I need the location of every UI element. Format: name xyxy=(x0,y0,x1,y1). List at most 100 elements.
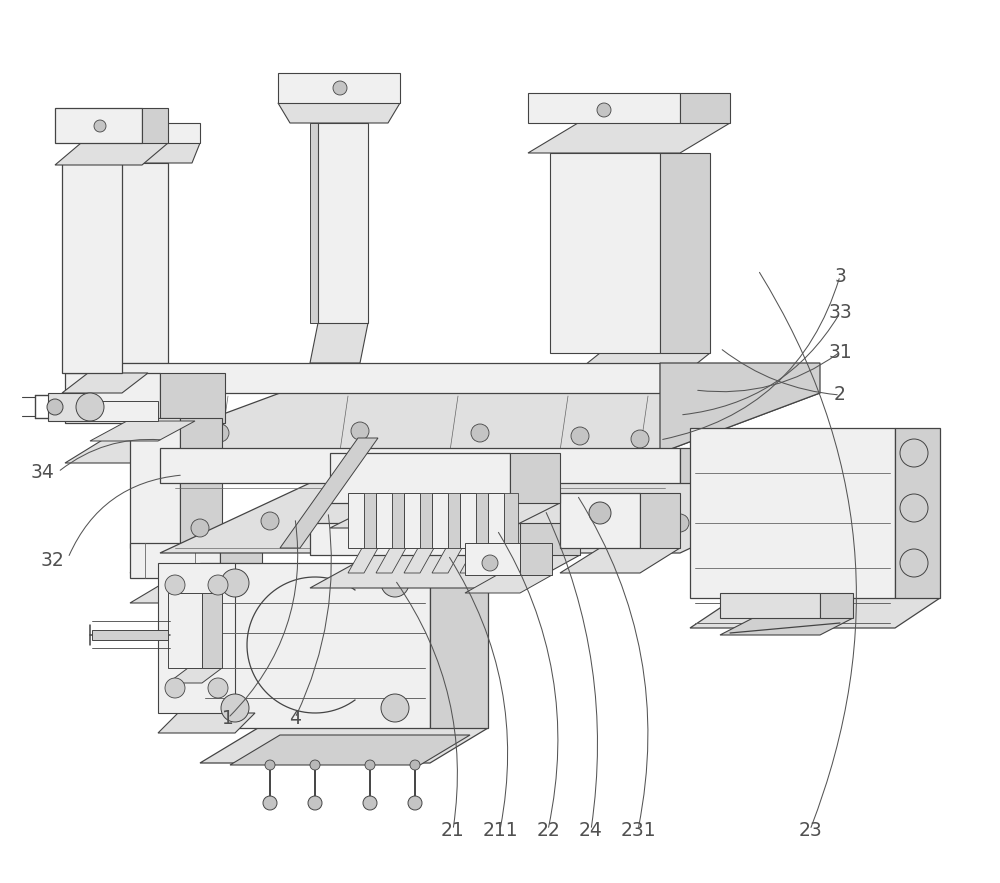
Text: 22: 22 xyxy=(536,820,560,840)
Polygon shape xyxy=(55,143,168,165)
Polygon shape xyxy=(160,448,680,483)
Polygon shape xyxy=(118,363,660,393)
Circle shape xyxy=(591,508,609,526)
Polygon shape xyxy=(476,493,490,548)
Circle shape xyxy=(137,129,149,141)
Circle shape xyxy=(471,424,489,442)
Text: 32: 32 xyxy=(40,550,64,570)
Polygon shape xyxy=(528,93,680,123)
Circle shape xyxy=(94,120,106,132)
Circle shape xyxy=(208,678,228,698)
Polygon shape xyxy=(158,563,235,713)
Polygon shape xyxy=(404,493,420,548)
Circle shape xyxy=(482,555,498,571)
Polygon shape xyxy=(376,548,406,573)
Polygon shape xyxy=(310,523,520,555)
Polygon shape xyxy=(180,418,222,548)
Text: 21: 21 xyxy=(441,820,465,840)
Polygon shape xyxy=(168,668,222,683)
Text: 33: 33 xyxy=(828,304,852,322)
Text: 34: 34 xyxy=(30,463,54,481)
Polygon shape xyxy=(510,453,560,503)
Polygon shape xyxy=(528,123,730,153)
Polygon shape xyxy=(200,563,430,728)
Circle shape xyxy=(900,549,928,577)
Polygon shape xyxy=(220,543,262,578)
Polygon shape xyxy=(55,108,142,143)
Polygon shape xyxy=(310,123,318,323)
Polygon shape xyxy=(278,73,400,103)
Circle shape xyxy=(363,796,377,810)
Circle shape xyxy=(221,569,249,597)
Polygon shape xyxy=(118,393,820,453)
Circle shape xyxy=(165,575,185,595)
Polygon shape xyxy=(660,153,710,353)
Polygon shape xyxy=(376,493,392,548)
Polygon shape xyxy=(160,483,830,553)
Circle shape xyxy=(589,502,611,524)
Circle shape xyxy=(491,504,509,522)
Circle shape xyxy=(211,424,229,442)
Circle shape xyxy=(165,678,185,698)
Circle shape xyxy=(571,427,589,445)
Circle shape xyxy=(310,760,320,770)
Polygon shape xyxy=(130,418,180,548)
Polygon shape xyxy=(87,143,200,163)
Polygon shape xyxy=(448,493,462,548)
Polygon shape xyxy=(550,353,710,393)
Polygon shape xyxy=(87,123,200,143)
Polygon shape xyxy=(520,523,580,555)
Circle shape xyxy=(410,760,420,770)
Circle shape xyxy=(261,512,279,530)
Text: 4: 4 xyxy=(289,708,301,728)
Circle shape xyxy=(76,393,104,421)
Circle shape xyxy=(333,81,347,95)
Polygon shape xyxy=(488,548,518,573)
Text: 2: 2 xyxy=(834,386,846,404)
Polygon shape xyxy=(520,543,552,575)
Circle shape xyxy=(308,796,322,810)
Polygon shape xyxy=(118,163,168,363)
Polygon shape xyxy=(168,593,202,668)
Polygon shape xyxy=(465,543,520,575)
Polygon shape xyxy=(465,575,552,593)
Circle shape xyxy=(381,694,409,722)
Polygon shape xyxy=(460,548,490,573)
Circle shape xyxy=(631,430,649,448)
Text: 231: 231 xyxy=(620,820,656,840)
Polygon shape xyxy=(62,163,122,373)
Polygon shape xyxy=(62,373,148,393)
Polygon shape xyxy=(310,323,368,363)
Polygon shape xyxy=(460,493,476,548)
Polygon shape xyxy=(230,735,470,765)
Polygon shape xyxy=(432,493,448,548)
Polygon shape xyxy=(430,563,488,728)
Circle shape xyxy=(263,796,277,810)
Text: 1: 1 xyxy=(222,708,234,728)
Polygon shape xyxy=(488,493,504,548)
Circle shape xyxy=(365,760,375,770)
Polygon shape xyxy=(48,393,90,421)
Text: 3: 3 xyxy=(834,267,846,285)
Circle shape xyxy=(408,796,422,810)
Polygon shape xyxy=(142,108,168,143)
Circle shape xyxy=(731,522,749,540)
Polygon shape xyxy=(318,123,368,323)
Circle shape xyxy=(381,569,409,597)
Polygon shape xyxy=(90,401,158,421)
Polygon shape xyxy=(330,453,510,503)
Polygon shape xyxy=(720,593,820,618)
Polygon shape xyxy=(432,548,462,573)
Circle shape xyxy=(47,399,63,415)
Polygon shape xyxy=(660,363,820,453)
Polygon shape xyxy=(92,630,168,640)
Circle shape xyxy=(597,103,611,117)
Polygon shape xyxy=(130,543,220,578)
Circle shape xyxy=(146,429,164,447)
Polygon shape xyxy=(550,153,660,353)
Polygon shape xyxy=(65,423,225,463)
Polygon shape xyxy=(280,438,378,548)
Polygon shape xyxy=(420,493,434,548)
Circle shape xyxy=(265,760,275,770)
Polygon shape xyxy=(160,373,225,423)
